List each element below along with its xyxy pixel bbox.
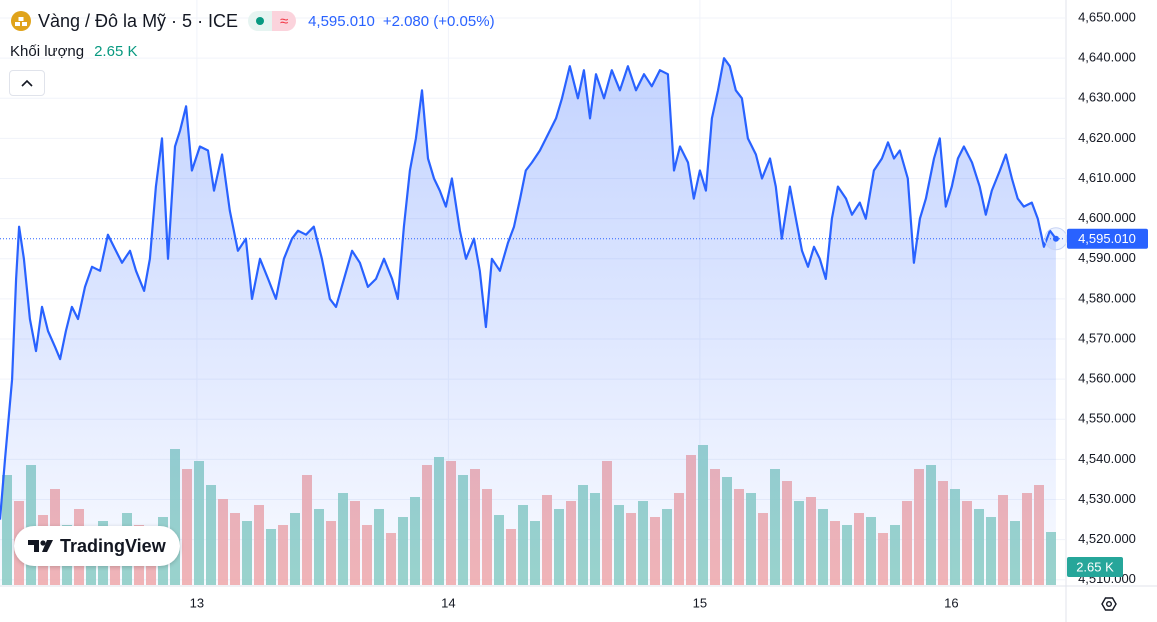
y-tick-label: 4,590.000: [1078, 250, 1136, 265]
logo[interactable]: TradingView: [14, 526, 180, 566]
x-tick-label: 16: [944, 595, 958, 610]
y-tick-label: 4,580.000: [1078, 290, 1136, 305]
volume-value: 2.65 K: [94, 42, 138, 60]
last-price-label: 4,595.010: [1078, 231, 1136, 246]
header-change: +2.080 (+0.05%): [382, 12, 495, 30]
settings-icon[interactable]: [1101, 597, 1117, 611]
price-line: [0, 57, 1057, 520]
header-price: 4,595.010: [308, 12, 375, 30]
x-tick-label: 13: [190, 595, 204, 610]
y-tick-label: 4,560.000: [1078, 371, 1136, 386]
market-open-badge[interactable]: [248, 11, 273, 31]
y-tick-label: 4,650.000: [1078, 9, 1136, 24]
y-tick-label: 4,520.000: [1078, 531, 1136, 546]
last-price-tag: [1067, 228, 1148, 249]
volume-legend: Khối lượng 2.65 K: [10, 41, 137, 61]
legend-header: Vàng / Đô la Mỹ · 5 · ICE ≈ 4,595.010 +2…: [10, 9, 495, 33]
y-tick-label: 4,540.000: [1078, 451, 1136, 466]
logo-text: TradingView: [60, 535, 166, 556]
x-tick-label: 15: [693, 595, 707, 610]
data-badge[interactable]: ≈: [272, 11, 297, 31]
y-tick-label: 4,600.000: [1078, 210, 1136, 225]
x-tick-label: 14: [441, 595, 455, 610]
y-tick-label: 4,550.000: [1078, 411, 1136, 426]
volume-tag-label: 2.65 K: [1076, 559, 1114, 574]
collapse-button[interactable]: [9, 70, 45, 96]
y-tick-label: 4,620.000: [1078, 130, 1136, 145]
volume-name: Khối lượng: [10, 42, 85, 60]
last-point-dot: [1052, 235, 1059, 242]
area: [0, 58, 1056, 585]
y-tick-label: 4,630.000: [1078, 90, 1136, 105]
logo-icon: [28, 540, 53, 552]
symbol-icon: [11, 11, 31, 31]
y-tick-label: 4,610.000: [1078, 170, 1136, 185]
y-tick-label: 4,640.000: [1078, 50, 1136, 65]
symbol-title: Vàng / Đô la Mỹ · 5 · ICE: [38, 10, 239, 31]
volume-tag: [1067, 557, 1123, 577]
y-tick-label: 4,570.000: [1078, 330, 1136, 345]
y-tick-label: 4,530.000: [1078, 491, 1136, 506]
